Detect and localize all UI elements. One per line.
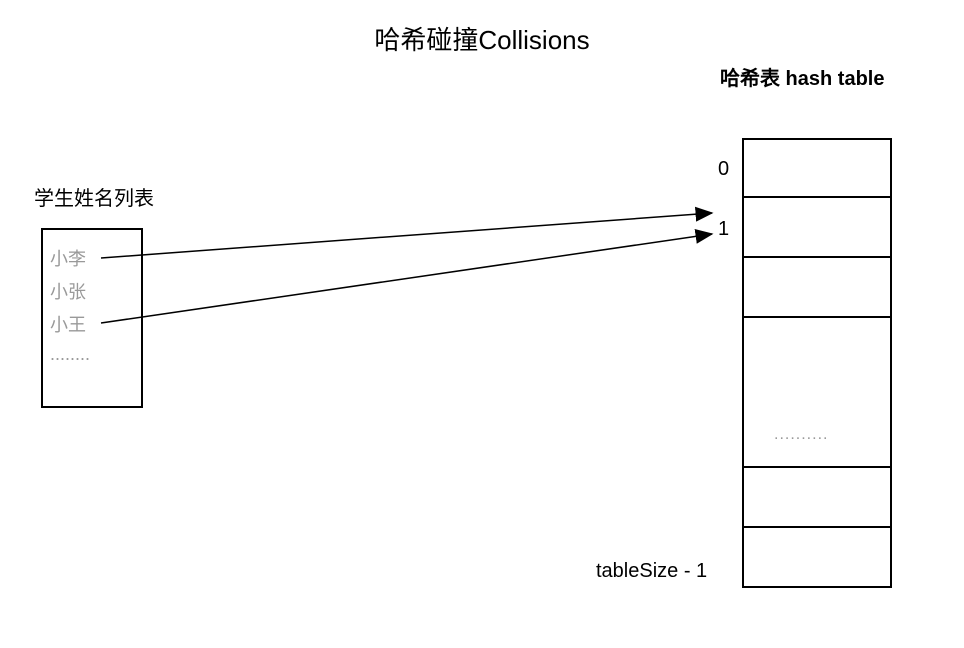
list-item: ........ [50,344,90,365]
list-item: 小张 [50,278,86,304]
hash-cell [742,138,892,198]
diagram-title: 哈希碰撞Collisions [374,20,589,57]
hash-table-container [742,138,892,588]
hash-cell [742,198,892,258]
left-list-label: 学生姓名列表 [34,182,154,211]
collision-arrow [101,234,712,323]
hash-table-dots: .......... [774,426,828,444]
hash-cell [742,258,892,318]
list-item: 小王 [50,311,86,337]
index-label-last: tableSize - 1 [596,560,707,583]
hash-cell [742,318,892,468]
list-item: 小李 [50,245,86,271]
index-label-1: 1 [718,218,729,241]
index-label-0: 0 [718,158,729,181]
hash-table-label: 哈希表 hash table [720,62,884,91]
hash-cell [742,468,892,528]
hash-cell [742,528,892,588]
collision-arrow [101,213,712,258]
